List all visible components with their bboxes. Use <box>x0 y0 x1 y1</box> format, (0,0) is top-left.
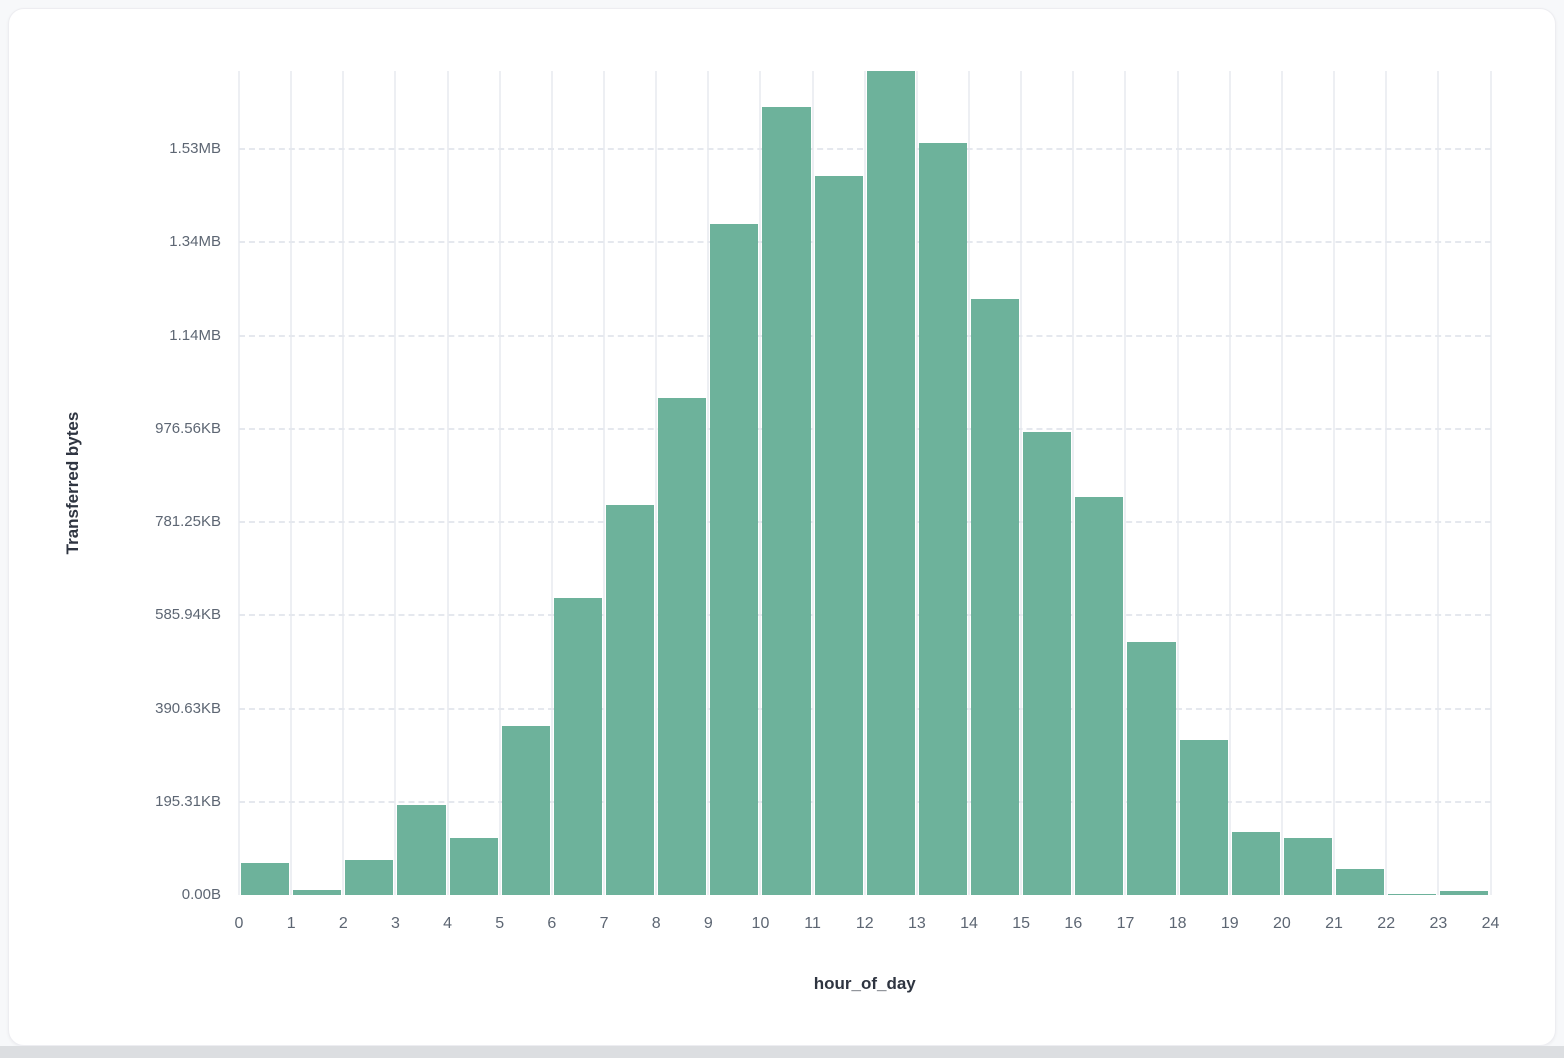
vertical-gridline <box>1437 71 1440 896</box>
vertical-gridline <box>759 71 762 896</box>
x-tick-label: 21 <box>1325 915 1343 933</box>
horizontal-scrollbar-track[interactable] <box>0 1046 1564 1058</box>
x-tick-label: 3 <box>390 915 400 933</box>
horizontal-gridline <box>239 241 1491 244</box>
vertical-gridline <box>1385 71 1388 896</box>
y-tick-label: 390.63KB <box>155 699 221 717</box>
bar-hour-22[interactable] <box>1388 894 1437 896</box>
vertical-gridline <box>603 71 606 896</box>
vertical-gridline <box>498 71 501 896</box>
x-tick-label: 8 <box>651 915 661 933</box>
horizontal-gridline <box>239 801 1491 803</box>
x-tick-label: 2 <box>338 915 348 933</box>
bar-hour-3[interactable] <box>397 805 446 896</box>
bar-hour-4[interactable] <box>449 838 498 896</box>
y-tick-label: 976.56KB <box>155 419 221 437</box>
vertical-gridline <box>290 71 293 896</box>
vertical-gridline <box>1333 71 1336 896</box>
x-tick-label: 14 <box>960 915 978 933</box>
bar-hour-8[interactable] <box>658 398 707 896</box>
bar-hour-13[interactable] <box>918 142 968 896</box>
x-tick-label: 19 <box>1220 915 1239 933</box>
bar-hour-10[interactable] <box>762 107 811 896</box>
x-tick-label: 12 <box>855 915 874 933</box>
vertical-gridline <box>811 71 814 896</box>
histogram-chart: Transferred bytes hour_of_day 0.00B 195.3… <box>9 9 1555 1045</box>
vertical-gridline <box>915 71 918 896</box>
bar-hour-19[interactable] <box>1231 831 1280 896</box>
bar-hour-0[interactable] <box>241 863 290 896</box>
vertical-gridline <box>655 71 658 896</box>
horizontal-gridline <box>239 334 1491 337</box>
x-tick-label: 18 <box>1168 915 1187 933</box>
bar-hour-12[interactable] <box>866 71 915 896</box>
vertical-gridline <box>342 71 345 896</box>
vertical-gridline <box>1124 71 1127 896</box>
bar-hour-18[interactable] <box>1179 740 1228 896</box>
x-tick-label: 13 <box>907 915 926 933</box>
vertical-gridline <box>1072 71 1075 896</box>
horizontal-gridline <box>239 707 1491 710</box>
y-tick-label: 0.00B <box>181 886 221 904</box>
vertical-gridline <box>1280 71 1283 896</box>
horizontal-gridline <box>239 521 1491 524</box>
vertical-gridline <box>446 71 449 896</box>
vertical-gridline <box>550 71 553 896</box>
x-tick-label: 15 <box>1012 915 1031 933</box>
x-axis-title: hour_of_day <box>813 974 916 993</box>
x-tick-label: 10 <box>751 915 770 933</box>
bar-hour-1[interactable] <box>293 889 342 896</box>
y-tick-label: 781.25KB <box>155 513 221 531</box>
bar-hour-11[interactable] <box>814 175 863 896</box>
bar-hour-21[interactable] <box>1336 869 1385 896</box>
x-tick-label: 9 <box>703 915 713 933</box>
bar-hour-14[interactable] <box>971 298 1020 896</box>
bar-hour-20[interactable] <box>1283 838 1333 896</box>
vertical-gridline <box>1176 71 1179 896</box>
x-tick-label: 17 <box>1116 915 1135 933</box>
bar-hour-9[interactable] <box>710 223 759 896</box>
y-axis-title: Transferred bytes <box>63 411 82 555</box>
bar-hour-5[interactable] <box>501 726 550 896</box>
horizontal-gridline <box>239 427 1491 430</box>
bar-hour-23[interactable] <box>1440 891 1489 896</box>
y-tick-label: 585.94KB <box>155 606 221 624</box>
bar-hour-2[interactable] <box>345 859 394 896</box>
x-tick-label: 7 <box>599 915 609 933</box>
vertical-gridline <box>238 71 240 896</box>
bar-hour-7[interactable] <box>606 505 655 896</box>
chart-card: Transferred bytes hour_of_day 0.00B 195.3… <box>8 8 1556 1046</box>
vertical-gridline <box>1020 71 1023 896</box>
y-tick-label: 195.31KB <box>155 793 221 810</box>
bar-hour-6[interactable] <box>553 597 603 896</box>
x-tick-label: 5 <box>495 915 505 933</box>
bar-hour-16[interactable] <box>1075 496 1124 896</box>
vertical-gridline <box>863 71 866 896</box>
vertical-gridline <box>968 71 971 896</box>
y-tick-label: 1.14MB <box>169 326 221 344</box>
x-tick-label: 4 <box>443 915 453 933</box>
horizontal-gridline <box>239 614 1491 617</box>
x-tick-label: 20 <box>1273 915 1291 933</box>
horizontal-gridline <box>239 147 1491 150</box>
x-tick-label: 6 <box>547 915 557 933</box>
vertical-gridline <box>707 71 710 896</box>
x-tick-label: 24 <box>1481 915 1500 933</box>
vertical-gridline <box>1228 71 1231 896</box>
vertical-gridline <box>394 71 397 896</box>
x-tick-label: 16 <box>1064 915 1083 933</box>
vertical-gridline <box>1489 71 1492 896</box>
x-tick-label: 0 <box>234 915 244 933</box>
y-tick-label: 1.34MB <box>169 233 221 251</box>
x-tick-label: 1 <box>286 915 296 933</box>
bar-hour-17[interactable] <box>1127 642 1176 896</box>
bar-hour-15[interactable] <box>1023 431 1072 896</box>
x-tick-label: 22 <box>1377 915 1396 933</box>
x-tick-label: 11 <box>804 915 821 933</box>
y-tick-label: 1.53MB <box>169 139 221 157</box>
x-tick-label: 23 <box>1429 915 1448 933</box>
